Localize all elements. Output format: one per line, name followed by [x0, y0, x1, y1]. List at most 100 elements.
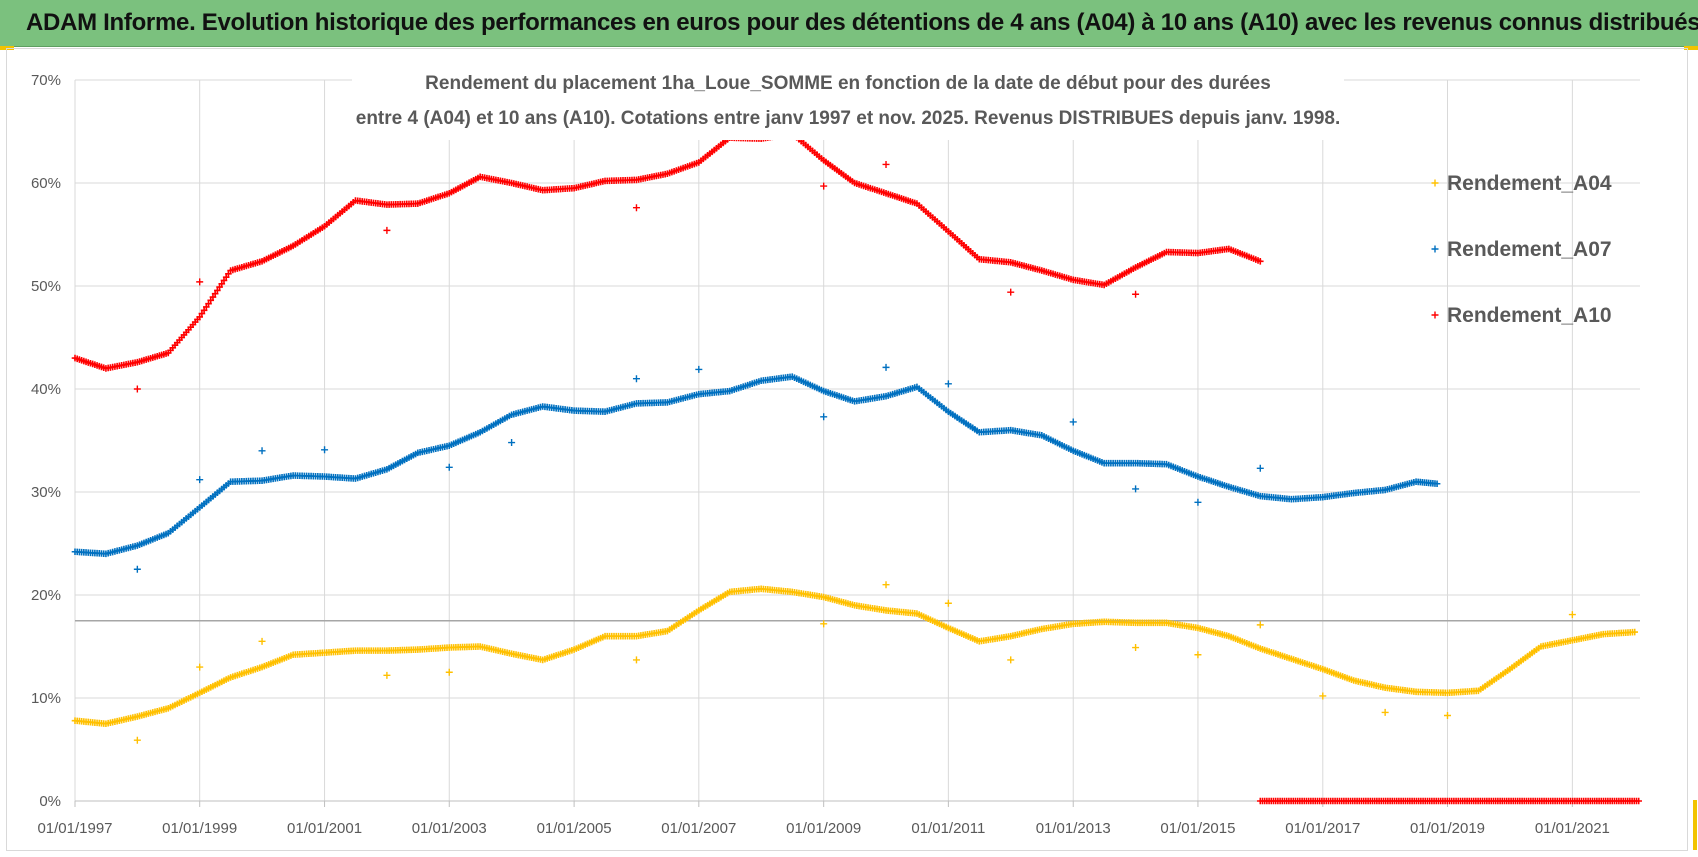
outlier-point: [1568, 611, 1576, 619]
outlier-point: [632, 204, 640, 212]
outlier-point: [882, 363, 890, 371]
outlier-point: [258, 637, 266, 645]
outlier-point: [1194, 498, 1202, 506]
chart-title-line-2: entre 4 (A04) et 10 ans (A10). Cotations…: [356, 108, 1340, 129]
x-tick-label: 01/01/2021: [1535, 820, 1610, 837]
x-tick-label: 01/01/2019: [1410, 820, 1485, 837]
outlier-point: [133, 736, 141, 744]
outlier-point: [944, 380, 952, 388]
data-point: [209, 293, 217, 301]
x-tick-label: 01/01/2007: [661, 820, 736, 837]
outlier-point: [820, 620, 828, 628]
series-layer: [71, 130, 1642, 805]
y-tick-label: 50%: [31, 278, 61, 295]
x-tick-label: 01/01/2013: [1036, 820, 1111, 837]
outlier-point: [445, 668, 453, 676]
outlier-point: [695, 365, 703, 373]
legend-item-Rendement_A04: Rendement_A04: [1431, 172, 1612, 195]
header-bar: ADAM Informe. Evolution historique des p…: [0, 0, 1698, 47]
x-tick-label: 01/01/1997: [37, 820, 112, 837]
data-point: [1256, 257, 1264, 265]
outlier-point: [882, 160, 890, 168]
y-tick-label: 0%: [39, 793, 61, 810]
outlier-point: [1319, 692, 1327, 700]
series-Rendement_A04: [71, 581, 1638, 744]
outlier-point: [133, 565, 141, 573]
outlier-point: [1443, 712, 1451, 720]
x-tick-label: 01/01/2015: [1160, 820, 1235, 837]
outlier-point: [632, 656, 640, 664]
legend-item-Rendement_A10: Rendement_A10: [1431, 304, 1612, 327]
legend-marker: [1431, 179, 1439, 187]
outlier-point: [820, 182, 828, 190]
data-point: [220, 277, 228, 284]
data-point: [218, 280, 226, 288]
outlier-point: [820, 413, 828, 421]
legend-label: Rendement_A10: [1447, 304, 1612, 327]
data-point: [200, 306, 208, 314]
corner-accent-bottom-right: [1693, 800, 1697, 850]
outlier-point: [1007, 656, 1015, 664]
outlier-point: [258, 447, 266, 455]
outlier-point: [133, 385, 141, 393]
outlier-point: [445, 463, 453, 471]
outlier-point: [1069, 418, 1077, 426]
outlier-point: [632, 375, 640, 383]
data-point: [196, 313, 203, 321]
outlier-point: [944, 599, 952, 607]
outlier-point: [383, 226, 391, 234]
outlier-point: [1256, 621, 1264, 629]
data-point: [211, 290, 219, 298]
data-point: [207, 297, 215, 304]
outlier-point: [196, 663, 204, 671]
outlier-point: [321, 446, 329, 454]
x-tick-label: 01/01/2017: [1285, 820, 1360, 837]
data-point: [225, 270, 232, 278]
data-point: [1631, 628, 1638, 636]
legend: Rendement_A04 Rendement_A07 Rendement_A10: [1431, 172, 1612, 327]
data-point: [205, 300, 212, 307]
chart-frame: [6, 48, 1688, 851]
header-title: ADAM Informe. Evolution historique des p…: [26, 9, 1698, 36]
chart-title-box: [352, 62, 1344, 140]
outlier-point: [1194, 651, 1202, 659]
outlier-point: [1132, 290, 1140, 298]
data-point: [214, 287, 221, 294]
outlier-point: [1256, 464, 1264, 472]
outlier-point: [1132, 644, 1140, 652]
y-tick-label: 70%: [31, 72, 61, 89]
legend-label: Rendement_A07: [1447, 238, 1612, 261]
outlier-point: [508, 439, 516, 447]
data-point: [1433, 480, 1441, 488]
chart-title-line-1: Rendement du placement 1ha_Loue_SOMME en…: [425, 73, 1271, 94]
x-tick-label: 01/01/2003: [412, 820, 487, 837]
x-tick-label: 01/01/2005: [537, 820, 612, 837]
x-tick-label: 01/01/2009: [786, 820, 861, 837]
legend-label: Rendement_A04: [1447, 172, 1612, 195]
series-Rendement_A07: [71, 363, 1441, 573]
x-tick-label: 01/01/1999: [162, 820, 237, 837]
y-tick-label: 60%: [31, 175, 61, 192]
data-point: [222, 273, 230, 281]
corner-accent-top-right: [1684, 46, 1698, 50]
data-point: [198, 310, 206, 317]
outlier-point: [1007, 288, 1015, 296]
y-tick-label: 40%: [31, 381, 61, 398]
outlier-point: [196, 476, 204, 484]
outlier-point: [383, 671, 391, 679]
y-tick-label: 10%: [31, 690, 61, 707]
y-tick-label: 30%: [31, 484, 61, 501]
outlier-point: [882, 581, 890, 589]
x-tick-label: 01/01/2011: [911, 820, 985, 837]
axis-ticks: 0% 10% 20% 30% 40% 50% 60% 70% 01/01/1997 01/01/1…: [31, 72, 1610, 837]
outlier-point: [1132, 485, 1140, 493]
data-point: [203, 303, 210, 311]
data-point: [216, 283, 223, 291]
legend-marker: [1431, 245, 1439, 253]
series-Rendement_A10: [71, 130, 1642, 805]
outlier-point: [1381, 708, 1389, 716]
legend-marker: [1431, 311, 1439, 319]
legend-item-Rendement_A07: Rendement_A07: [1431, 238, 1612, 261]
x-tick-label: 01/01/2001: [287, 820, 362, 837]
